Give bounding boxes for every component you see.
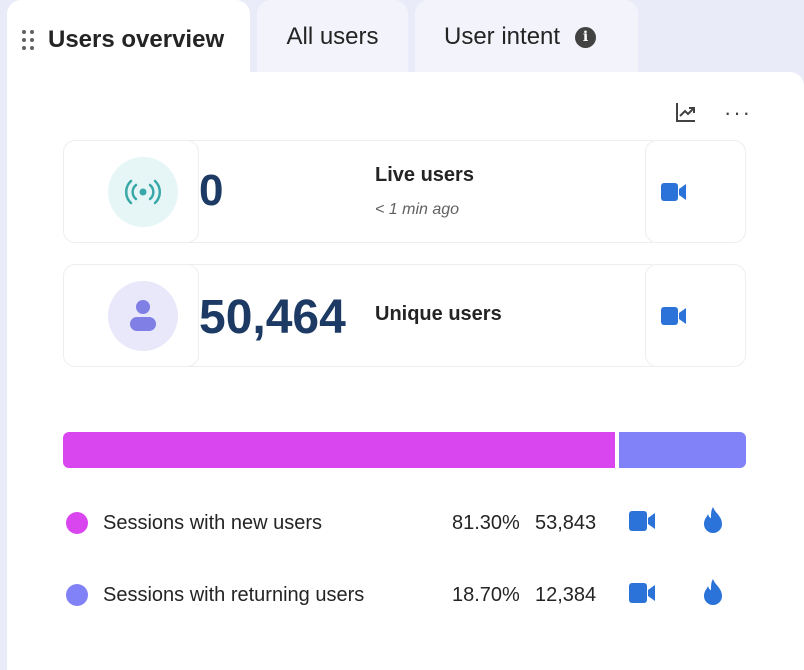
returning-users-bar-segment[interactable] xyxy=(619,432,746,468)
unique-users-label: Unique users xyxy=(375,303,502,325)
new-users-legend-dot xyxy=(66,512,88,534)
returning-users-count: 12,384 xyxy=(535,584,597,606)
video-camera-icon[interactable] xyxy=(661,183,687,206)
live-users-timestamp: < 1 min ago xyxy=(375,201,460,218)
new-users-percent: 81.30% xyxy=(452,512,520,534)
drag-handle-icon[interactable] xyxy=(22,30,34,50)
new-users-count: 53,843 xyxy=(535,512,597,534)
person-icon xyxy=(108,281,178,351)
tab-user-intent[interactable]: User intent i xyxy=(415,0,638,74)
returning-users-legend-label: Sessions with returning users xyxy=(103,584,365,606)
tab-label: User intent xyxy=(444,23,561,50)
tab-users-overview[interactable]: Users overview xyxy=(7,0,250,80)
unique-users-panel xyxy=(189,264,653,367)
returning-users-percent: 18.70% xyxy=(452,584,520,606)
returning-users-legend-dot xyxy=(66,584,88,606)
fire-icon[interactable] xyxy=(702,578,724,611)
live-users-count: 0 xyxy=(199,166,224,215)
video-camera-icon[interactable] xyxy=(629,511,655,536)
tab-label: Users overview xyxy=(48,26,225,53)
unique-users-count: 50,464 xyxy=(199,291,346,344)
fire-icon[interactable] xyxy=(702,506,724,539)
broadcast-icon xyxy=(108,157,178,227)
video-camera-icon[interactable] xyxy=(629,583,655,608)
tab-all-users[interactable]: All users xyxy=(257,0,408,74)
live-users-label: Live users xyxy=(375,164,474,186)
trend-chart-icon[interactable] xyxy=(674,100,698,129)
live-users-panel xyxy=(189,140,653,243)
new-users-legend-label: Sessions with new users xyxy=(103,512,322,534)
tab-label: All users xyxy=(286,23,379,50)
info-icon[interactable]: i xyxy=(575,26,597,48)
video-camera-icon[interactable] xyxy=(661,307,687,330)
new-users-bar-segment[interactable] xyxy=(63,432,615,468)
more-icon[interactable]: ··· xyxy=(724,100,752,125)
